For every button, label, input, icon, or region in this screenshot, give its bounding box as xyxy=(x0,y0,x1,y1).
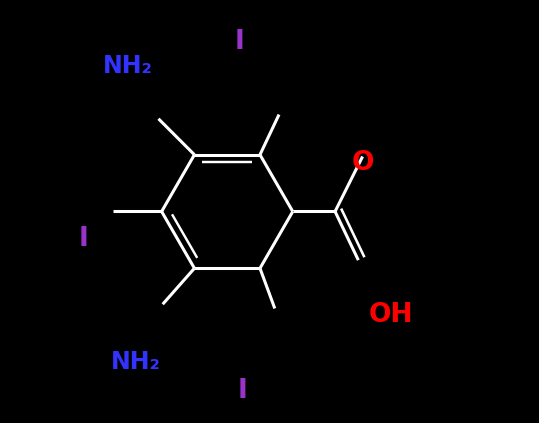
Text: O: O xyxy=(352,150,375,176)
Text: I: I xyxy=(79,226,88,252)
Text: OH: OH xyxy=(369,302,413,328)
Text: I: I xyxy=(235,29,245,55)
Text: I: I xyxy=(237,378,247,404)
Text: NH₂: NH₂ xyxy=(103,54,153,77)
Text: NH₂: NH₂ xyxy=(112,350,161,374)
